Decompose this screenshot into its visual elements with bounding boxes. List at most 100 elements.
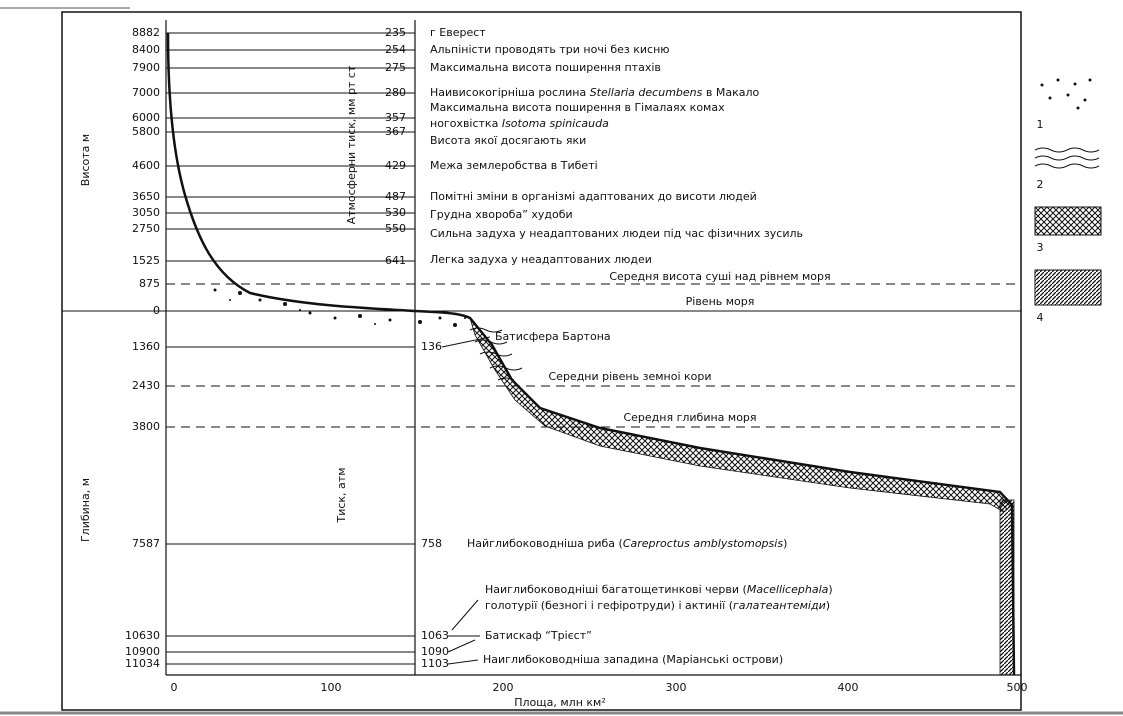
pressure-value: 235	[385, 26, 406, 39]
stipple	[213, 288, 466, 327]
description-part: Межа землеробства в Тибеті	[430, 159, 598, 172]
level-description: голотурії (безногі і гефіротруди) і акти…	[485, 599, 830, 612]
description-part: Careproctus amblystomopsis	[623, 537, 783, 550]
description-part: Висота якої досягають яки	[430, 134, 586, 147]
level-value: 3650	[132, 190, 160, 203]
height-axis-label: Висота м	[79, 134, 92, 186]
description-part: в Макало	[702, 86, 759, 99]
description-part: Сильна задуха у неадаптованих людеи під …	[430, 227, 803, 240]
level-value: 7900	[132, 61, 160, 74]
description-part: Максимальна висота поширення птахів	[430, 61, 661, 74]
level-description: Рівень моря	[686, 295, 755, 308]
x-tick-label: 300	[666, 681, 687, 694]
description-part: Наиглибоководніша западина (Маріанські о…	[483, 653, 783, 666]
level-description: Помітні зміни в організмі адаптованих до…	[430, 190, 757, 203]
level-description: Максимальна висота поширення птахів	[430, 61, 661, 74]
level-value: 3050	[132, 206, 160, 219]
description-part: Грудна хвороба” худоби	[430, 208, 573, 221]
x-tick-label: 0	[171, 681, 178, 694]
pressure-value: 530	[385, 206, 406, 219]
pressure-value: 357	[385, 111, 406, 124]
description-part: ногохвістка	[430, 117, 502, 130]
description-part: )	[783, 537, 787, 550]
level-description: Альпіністи проводять три ночі без кисню	[430, 43, 670, 56]
pressure-value: 275	[385, 61, 406, 74]
description-part: Stellaria decumbens	[590, 86, 703, 99]
pressure-value: 136	[421, 340, 442, 353]
description-part: Isotoma spinicauda	[502, 117, 609, 130]
pressure-value: 758	[421, 537, 442, 550]
frame	[61, 11, 1022, 711]
description-part: Наиглибоководніші багатощетинкові черви …	[485, 583, 747, 596]
legend-label: 1	[1037, 118, 1044, 131]
air-pressure-label: Атмосферни тиск, мм рт ст	[345, 65, 358, 224]
level-value: 7000	[132, 86, 160, 99]
level-description: Наивисокогірніша рослина Stellaria decum…	[430, 86, 759, 99]
level-description: Найглибоководніша риба (Careproctus ambl…	[467, 537, 787, 550]
pressure-value: 1103	[421, 657, 449, 670]
description-part: Середня глибина моря	[623, 411, 756, 424]
level-description: Наиглибоководніша западина (Маріанські о…	[483, 653, 783, 666]
description-part: Батискаф “Трієст”	[485, 629, 592, 642]
x-tick-label: 200	[493, 681, 514, 694]
x-tick-label: 500	[1007, 681, 1028, 694]
level-value: 875	[139, 277, 160, 290]
level-value: 4600	[132, 159, 160, 172]
level-description: Батискаф “Трієст”	[485, 629, 592, 642]
level-value: 8400	[132, 43, 160, 56]
description-part: Середня висота суші над рівнем моря	[609, 270, 830, 283]
legend-icons	[1034, 78, 1102, 306]
description-part: )	[828, 583, 832, 596]
description-part: Найглибоководніша риба (	[467, 537, 623, 550]
leader	[451, 599, 479, 631]
depth-axis-label: Глибина, м	[79, 478, 92, 542]
level-description: Середни рівень земноі кори	[549, 370, 712, 383]
water-pressure-label: Тиск, атм	[335, 468, 348, 524]
description-part: Альпіністи проводять три ночі без кисню	[430, 43, 670, 56]
pressure-value: 641	[385, 254, 406, 267]
level-description: Межа землеробства в Тибеті	[430, 159, 598, 172]
level-value: 5800	[132, 125, 160, 138]
leader	[447, 659, 479, 665]
level-value: 2430	[132, 379, 160, 392]
level-value: 8882	[132, 26, 160, 39]
description-part: Батисфера Бартона	[495, 330, 611, 343]
leader	[441, 336, 491, 348]
description-part: )	[826, 599, 830, 612]
level-value: 2750	[132, 222, 160, 235]
level-value: 10630	[125, 629, 160, 642]
level-description: Сильна задуха у неадаптованих людеи під …	[430, 227, 803, 240]
pressure-value: 254	[385, 43, 406, 56]
description-part: Помітні зміни в організмі адаптованих до…	[430, 190, 757, 203]
description-part: г Еверест	[430, 26, 486, 39]
pressure-value: 550	[385, 222, 406, 235]
level-description: г Еверест	[430, 26, 486, 39]
hypsographic-curve	[166, 32, 1016, 676]
description-part: Наивисокогірніша рослина	[430, 86, 590, 99]
description-part: Легка задуха у неадаптованих людеи	[430, 253, 652, 266]
level-description: Грудна хвороба” худоби	[430, 208, 573, 221]
x-tick-label: 400	[838, 681, 859, 694]
level-description: Максимальна висота поширення в Гімалаях …	[430, 101, 725, 114]
level-description: Легка задуха у неадаптованих людеи	[430, 253, 652, 266]
level-description: Батисфера Бартона	[495, 330, 611, 343]
description-part: голотурії (безногі і гефіротруди) і акти…	[485, 599, 733, 612]
level-value: 11034	[125, 657, 160, 670]
level-value: 1360	[132, 340, 160, 353]
legend-label: 3	[1037, 241, 1044, 254]
level-description: ногохвістка Isotoma spinicauda	[430, 117, 609, 130]
x-axis-label: Площа, млн км²	[514, 696, 606, 709]
leader	[447, 639, 476, 653]
description-part: Macellicephalа	[747, 583, 829, 596]
pressure-value: 487	[385, 190, 406, 203]
pressure-value: 1063	[421, 629, 449, 642]
legend-label: 2	[1037, 178, 1044, 191]
pressure-value: 280	[385, 86, 406, 99]
x-tick-label: 100	[321, 681, 342, 694]
level-description: Наиглибоководніші багатощетинкові черви …	[485, 583, 833, 596]
description-part: Максимальна висота поширення в Гімалаях …	[430, 101, 725, 114]
level-value: 3800	[132, 420, 160, 433]
description-part: Середни рівень земноі кори	[549, 370, 712, 383]
description-part: Рівень моря	[686, 295, 755, 308]
